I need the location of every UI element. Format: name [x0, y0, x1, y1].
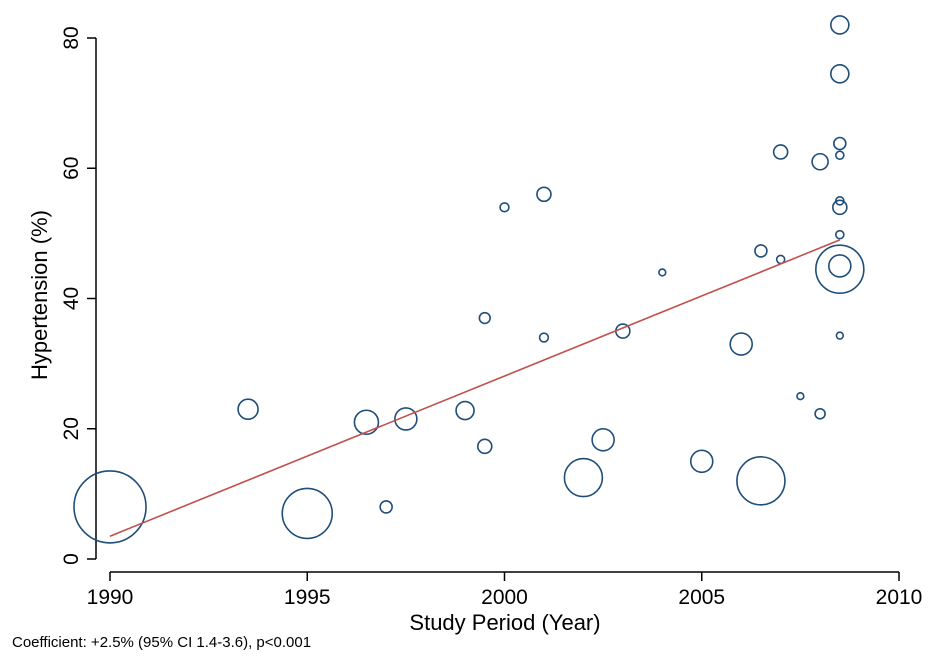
y-axis-title: Hypertension (%): [27, 210, 52, 380]
data-point: [394, 407, 418, 431]
x-tick-label: 2010: [876, 586, 923, 609]
data-point: [830, 64, 850, 84]
data-point: [835, 331, 845, 340]
data-point: [237, 398, 259, 421]
data-point: [73, 470, 147, 544]
y-tick-label: 80: [60, 26, 83, 49]
data-point: [478, 311, 491, 325]
data-points: [73, 15, 865, 544]
data-point: [729, 332, 754, 356]
data-point: [830, 15, 850, 35]
data-point: [828, 254, 852, 278]
y-axis-ticks: 0 20 40 60 80: [60, 26, 96, 565]
data-point: [379, 500, 393, 514]
x-tick-label: 2000: [481, 586, 528, 609]
data-point: [536, 186, 552, 203]
data-point: [281, 487, 334, 540]
x-axis-title: Study Period (Year): [409, 610, 600, 635]
x-tick-label: 1995: [284, 586, 331, 609]
data-point: [353, 409, 380, 436]
data-point: [835, 150, 845, 161]
x-tick-label: 2005: [678, 586, 725, 609]
data-point: [754, 244, 768, 258]
data-point: [772, 144, 789, 160]
data-point: [455, 400, 475, 421]
y-tick-label: 0: [60, 553, 83, 565]
y-tick-label: 60: [60, 157, 83, 180]
data-point: [538, 332, 550, 343]
data-point: [563, 457, 604, 498]
data-point: [689, 449, 714, 474]
y-tick-label: 40: [60, 287, 83, 310]
data-point: [736, 456, 786, 506]
x-axis-ticks: 1990 1995 2000 2005 2010: [87, 572, 923, 609]
data-point: [815, 244, 865, 294]
data-point: [832, 199, 848, 216]
data-point: [811, 152, 829, 171]
data-point: [833, 136, 847, 151]
plot-area: 1990 1995 2000 2005 2010 0 20 40 60 80: [60, 15, 923, 609]
x-tick-label: 1990: [87, 586, 134, 609]
data-point: [814, 407, 826, 420]
data-point: [835, 229, 845, 240]
data-point: [796, 391, 805, 401]
data-point: [476, 438, 493, 455]
fit-line: [109, 239, 841, 537]
coefficient-annotation: Coefficient: +2.5% (95% CI 1.4-3.6), p<0…: [12, 634, 312, 651]
data-point: [658, 268, 667, 277]
data-point: [499, 202, 510, 213]
y-tick-label: 20: [60, 417, 83, 440]
data-point: [591, 428, 615, 452]
